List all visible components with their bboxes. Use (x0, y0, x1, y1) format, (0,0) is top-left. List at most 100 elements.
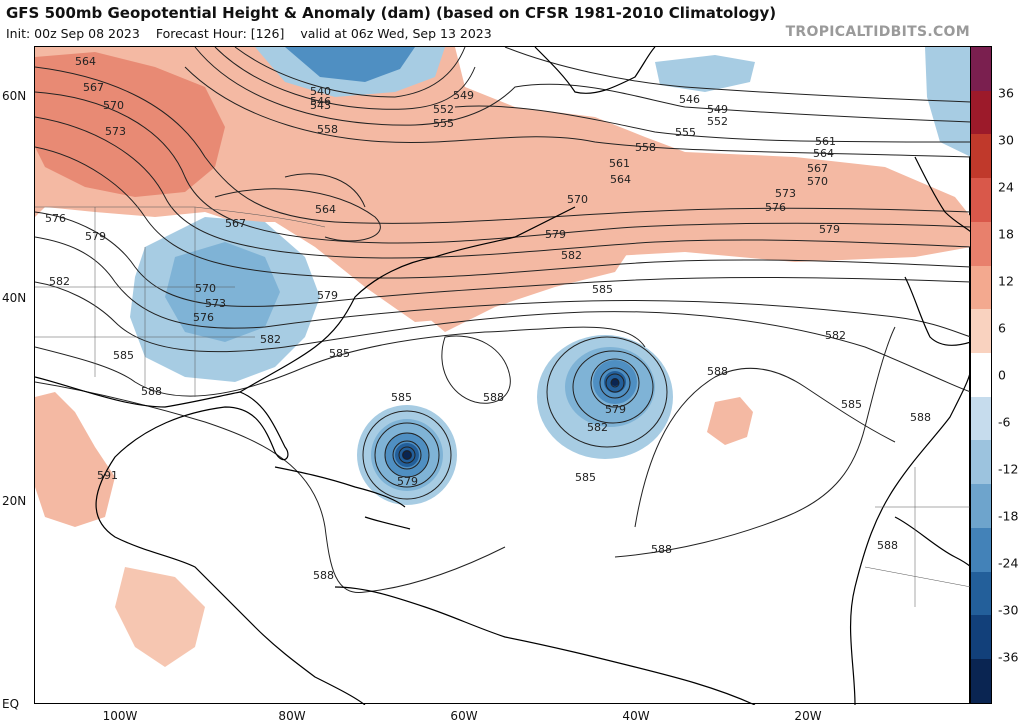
anomaly-positive-midatlantic (395, 217, 635, 332)
anomaly-positive-mexico (35, 392, 115, 527)
colorbar-segment (971, 265, 991, 310)
lon-label: 100W (102, 709, 138, 723)
contour-label: 576 (193, 311, 214, 324)
colorbar-tick-label: -30 (998, 602, 1019, 618)
contour-label: 579 (545, 228, 566, 241)
contour-label: 558 (635, 141, 656, 154)
contour-label: 576 (45, 212, 66, 225)
map-panel: 564 567 570 573 576 579 582 585 588 591 … (34, 46, 971, 705)
colorbar-segment (971, 659, 991, 703)
lon-label: 80W (278, 709, 306, 723)
contour-label: 570 (103, 99, 124, 112)
anomaly-positive-core (35, 52, 225, 197)
lon-label: 60W (450, 709, 478, 723)
contour-label: 561 (815, 135, 836, 148)
contour-label: 588 (313, 569, 334, 582)
contour-label: 582 (561, 249, 582, 262)
contour-label: 570 (567, 193, 588, 206)
contour-label: 549 (707, 103, 728, 116)
contour-label: 585 (391, 391, 412, 404)
contour-label: 570 (807, 175, 828, 188)
height-contours (35, 47, 971, 594)
contour-label: 588 (910, 411, 931, 424)
colorbar-segment (971, 221, 991, 266)
colorbar-tick-label: 12 (998, 273, 1014, 289)
colorbar-tick-label: 30 (998, 132, 1014, 148)
credit-label: TROPICALTIDBITS.COM (785, 24, 970, 40)
contour-label: 549 (453, 89, 474, 102)
contour-label: 540 (310, 85, 331, 98)
lon-label: 40W (622, 709, 650, 723)
contour-label: 546 (310, 95, 331, 108)
anomaly-positive-east-atlantic (707, 397, 753, 445)
anomaly-negative-north-atlantic (655, 55, 755, 92)
contour-label: 561 (609, 157, 630, 170)
contour-label: 567 (225, 217, 246, 230)
colorbar-segment (971, 47, 991, 91)
contour-label: 582 (587, 421, 608, 434)
colorbar-segment (971, 396, 991, 441)
contour-label: 543 (310, 99, 331, 112)
contour-label: 579 (819, 223, 840, 236)
contour-label: 579 (397, 475, 418, 488)
colorbar-segment (971, 353, 991, 397)
colorbar-tick-label: -6 (998, 414, 1011, 430)
contour-label: 585 (841, 398, 862, 411)
lon-label: 20W (794, 709, 822, 723)
contour-label: 552 (707, 115, 728, 128)
colorbar-tick-label: 36 (998, 85, 1014, 101)
anomaly-negative-europe (925, 47, 971, 157)
contour-label: 582 (825, 329, 846, 342)
contour-label: 573 (775, 187, 796, 200)
coastlines (35, 47, 971, 705)
contour-label: 564 (610, 173, 631, 186)
lat-label: 20N (2, 494, 27, 508)
anomaly-positive-central-america (115, 567, 205, 667)
contour-label: 588 (483, 391, 504, 404)
colorbar-tick-label: 0 (998, 367, 1006, 383)
init-time: Init: 00z Sep 08 2023 (6, 26, 140, 41)
contour-label: 582 (49, 275, 70, 288)
colorbar-tick-label: -12 (998, 461, 1019, 477)
lat-label: 40N (2, 291, 27, 305)
contour-label: 558 (317, 123, 338, 136)
valid-time: valid at 06z Wed, Sep 13 2023 (300, 26, 492, 41)
contour-label: 588 (651, 543, 672, 556)
anomaly-negative-north-core (285, 47, 415, 82)
contour-label: 576 (765, 201, 786, 214)
contour-label: 564 (75, 55, 96, 68)
contour-label: 552 (433, 103, 454, 116)
colorbar-segment (971, 615, 991, 660)
contour-label: 588 (707, 365, 728, 378)
hurricane-east (537, 335, 673, 459)
contour-label: 582 (260, 333, 281, 346)
contour-label: 564 (813, 147, 834, 160)
contour-label: 567 (807, 162, 828, 175)
contour-label: 555 (433, 117, 454, 130)
contour-label: 555 (675, 126, 696, 139)
contour-label: 585 (592, 283, 613, 296)
contour-label: 585 (113, 349, 134, 362)
map-subtitle: Init: 00z Sep 08 2023 Forecast Hour: [12… (6, 26, 504, 41)
contour-label: 579 (605, 403, 626, 416)
contour-label: 567 (83, 81, 104, 94)
colorbar-segment (971, 134, 991, 179)
lat-label: 60N (2, 89, 27, 103)
contour-label: 573 (205, 297, 226, 310)
colorbar-segment (971, 178, 991, 222)
colorbar-segment (971, 571, 991, 616)
colorbar-tick-label: -24 (998, 555, 1019, 571)
colorbar-segment (971, 484, 991, 528)
map-title: GFS 500mb Geopotential Height & Anomaly … (6, 4, 777, 22)
colorbar-tick-label: -36 (998, 649, 1019, 665)
contour-label: 588 (877, 539, 898, 552)
lat-label: EQ (2, 697, 20, 711)
colorbar-tick-label: -18 (998, 508, 1019, 524)
contour-label: 585 (575, 471, 596, 484)
colorbar-tick-label: 24 (998, 179, 1014, 195)
forecast-hour: Forecast Hour: [126] (155, 26, 285, 41)
colorbar (970, 46, 992, 704)
contour-label: 570 (195, 282, 216, 295)
colorbar-tick-label: 18 (998, 226, 1014, 242)
contour-label: 579 (85, 230, 106, 243)
